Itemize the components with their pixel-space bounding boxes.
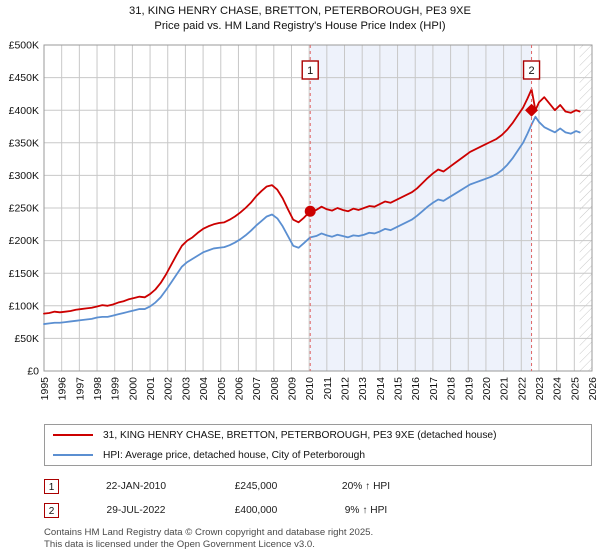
x-axis-tick-label: 2022 xyxy=(516,377,528,401)
x-axis-tick-label: 2016 xyxy=(410,377,422,401)
x-axis-tick-label: 2023 xyxy=(534,377,546,401)
table-row: 1 22-JAN-2010 £245,000 20% ↑ HPI xyxy=(44,474,504,498)
annotation-point-marker xyxy=(304,205,316,217)
chart-plot-area: £0 £50K £100K £150K £200K £250K £300K £350K £400… xyxy=(9,40,599,401)
footer-line-licence: This data is licensed under the Open Gov… xyxy=(44,538,315,550)
x-axis-tick-label: 2026 xyxy=(587,377,599,401)
txn-price: £245,000 xyxy=(234,480,278,492)
x-axis-tick-label: 2002 xyxy=(163,377,175,401)
y-axis-tick-label: £200K xyxy=(9,235,39,247)
txn-date: 29-JUL-2022 xyxy=(106,504,166,516)
x-axis-tick-label: 2012 xyxy=(340,377,352,401)
y-axis-tick-label: £0 xyxy=(27,366,39,378)
x-axis-tick-label: 2020 xyxy=(481,377,493,401)
y-axis-tick-label: £50K xyxy=(14,333,39,345)
y-axis-tick-label: £400K xyxy=(9,105,39,117)
attribution-footer: Contains HM Land Registry data © Crown c… xyxy=(44,527,584,550)
title-line-subtitle: Price paid vs. HM Land Registry's House … xyxy=(154,20,446,32)
legend-swatch-hpi xyxy=(53,454,93,456)
annotation-label-text: 1 xyxy=(307,65,313,77)
y-axis-tick-label: £450K xyxy=(9,72,39,84)
x-axis-tick-label: 1997 xyxy=(74,377,86,401)
legend-label-hpi: HPI: Average price, detached house, City… xyxy=(103,449,366,461)
txn-hpi-delta: 20% ↑ HPI xyxy=(341,480,391,492)
legend-label-property: 31, KING HENRY CHASE, BRETTON, PETERBORO… xyxy=(103,429,497,441)
x-axis-tick-label: 2025 xyxy=(569,377,581,401)
x-axis-tick-label: 2000 xyxy=(127,377,139,401)
page-title: 31, KING HENRY CHASE, BRETTON, PETERBORO… xyxy=(0,4,600,34)
x-axis-tick-label: 1998 xyxy=(92,377,104,401)
txn-index-badge: 1 xyxy=(44,478,59,494)
x-axis-tick-label: 2005 xyxy=(216,377,228,401)
series-line-property xyxy=(43,88,581,315)
x-axis-tick-label: 1995 xyxy=(39,377,51,401)
legend-swatch-property xyxy=(53,434,93,436)
legend-item-property: 31, KING HENRY CHASE, BRETTON, PETERBORO… xyxy=(45,425,591,445)
annotation-label-box xyxy=(301,60,319,80)
x-axis-tick-label: 2014 xyxy=(375,377,387,401)
txn-price: £400,000 xyxy=(234,504,278,516)
annotation-label-text: 2 xyxy=(528,65,534,77)
x-axis-tick-label: 2001 xyxy=(145,377,157,401)
x-axis-tick-label: 2008 xyxy=(269,377,281,401)
x-axis-tick-label: 2018 xyxy=(446,377,458,401)
txn-date: 22-JAN-2010 xyxy=(105,480,167,492)
y-axis-tick-label: £500K xyxy=(9,40,39,52)
x-axis-tick-label: 2017 xyxy=(428,377,440,401)
footer-line-copyright: Contains HM Land Registry data © Crown c… xyxy=(44,527,374,538)
x-axis-tick-label: 2013 xyxy=(357,377,369,401)
table-row: 2 29-JUL-2022 £400,000 9% ↑ HPI xyxy=(44,498,504,522)
annotation-label-box xyxy=(522,60,541,80)
y-axis-tick-label: £150K xyxy=(9,268,39,280)
y-axis-tick-label: £100K xyxy=(9,300,39,312)
x-axis-tick-label: 2015 xyxy=(393,377,405,401)
x-axis-tick-label: 2006 xyxy=(233,377,245,401)
x-axis-tick-label: 2021 xyxy=(499,377,511,401)
title-line-address: 31, KING HENRY CHASE, BRETTON, PETERBORO… xyxy=(129,5,471,17)
series-line-hpi xyxy=(43,115,581,325)
chart-legend: 31, KING HENRY CHASE, BRETTON, PETERBORO… xyxy=(44,424,592,466)
y-axis-tick-label: £300K xyxy=(9,170,39,182)
x-axis-tick-label: 1999 xyxy=(110,377,122,401)
x-axis-tick-label: 2004 xyxy=(198,377,210,401)
x-axis-tick-label: 2010 xyxy=(304,377,316,401)
annotation-point-marker xyxy=(525,103,539,117)
x-axis-tick-label: 2009 xyxy=(286,377,298,401)
x-axis-tick-label: 2003 xyxy=(180,377,192,401)
y-axis-tick-label: £250K xyxy=(9,203,39,215)
legend-item-hpi: HPI: Average price, detached house, City… xyxy=(45,445,591,465)
txn-hpi-delta: 9% ↑ HPI xyxy=(344,504,388,516)
txn-index-badge: 2 xyxy=(44,502,59,518)
x-axis-tick-label: 2019 xyxy=(463,377,475,401)
x-axis-tick-label: 1996 xyxy=(57,377,69,401)
plot-frame xyxy=(43,44,593,372)
x-axis-tick-label: 2011 xyxy=(322,377,334,400)
transactions-table: 1 22-JAN-2010 £245,000 20% ↑ HPI 2 29-JU… xyxy=(44,474,504,522)
y-axis-tick-label: £350K xyxy=(9,137,39,149)
x-axis-tick-label: 2024 xyxy=(552,377,564,401)
x-axis-tick-label: 2007 xyxy=(251,377,263,401)
